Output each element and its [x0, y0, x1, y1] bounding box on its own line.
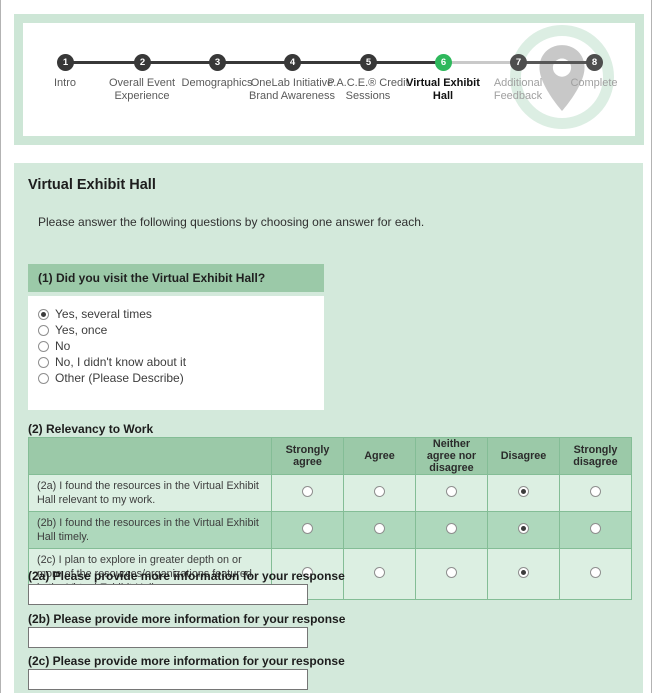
matrix-answer-cell[interactable]	[415, 511, 488, 549]
q1-option-label: Yes, once	[55, 323, 108, 337]
radio-button[interactable]	[590, 486, 601, 497]
pin-ring-decoration	[510, 25, 614, 129]
matrix-answer-cell[interactable]	[559, 511, 632, 549]
step-label-3: Demographics	[181, 77, 253, 89]
stepper-line-upcoming	[443, 61, 518, 64]
radio-button[interactable]	[374, 486, 385, 497]
step-circle-8[interactable]: 8	[586, 54, 603, 71]
radio-button[interactable]	[302, 567, 313, 578]
step-circle-2[interactable]: 2	[134, 54, 151, 71]
matrix-answer-cell[interactable]	[271, 511, 344, 549]
matrix-answer-cell[interactable]	[415, 474, 488, 512]
radio-button[interactable]	[590, 567, 601, 578]
radio-button[interactable]	[38, 324, 49, 336]
q1-option[interactable]: Other (Please Describe)	[38, 370, 324, 386]
q1-option[interactable]: Yes, once	[38, 322, 324, 338]
matrix-answer-cell[interactable]	[487, 548, 560, 600]
followup-input[interactable]	[28, 669, 308, 690]
matrix-column-header: Neither agree nor disagree	[415, 437, 488, 475]
page-edge-line-left	[0, 0, 1, 693]
radio-dot	[41, 311, 46, 317]
matrix-answer-cell[interactable]	[271, 474, 344, 512]
stepper-steps: 1 Intro 2 Overall Event Experience 3 Demograp…	[23, 23, 635, 136]
matrix-answer-cell[interactable]	[415, 548, 488, 600]
q1-option[interactable]: No	[38, 338, 324, 354]
matrix-column-header: Strongly agree	[271, 437, 344, 475]
q1-option-label: No	[55, 339, 71, 353]
q1-option-label: Other (Please Describe)	[55, 371, 184, 385]
radio-button[interactable]	[446, 523, 457, 534]
followup-input[interactable]	[28, 627, 308, 648]
step-circle-5[interactable]: 5	[360, 54, 377, 71]
step-label-1: Intro	[53, 77, 76, 89]
radio-button[interactable]	[374, 567, 385, 578]
step-label-8: Complete	[570, 77, 618, 89]
matrix-row-label: (2a) I found the resources in the Virtua…	[28, 474, 272, 512]
page-edge-line-right	[651, 0, 652, 693]
radio-button[interactable]	[38, 356, 49, 368]
radio-button[interactable]	[38, 340, 49, 352]
page-title: Virtual Exhibit Hall	[28, 177, 156, 193]
radio-button-selected[interactable]	[518, 567, 529, 578]
matrix-answer-cell[interactable]	[343, 548, 416, 600]
radio-button[interactable]	[446, 567, 457, 578]
step-label-6: Virtual Exhibit Hall	[406, 77, 480, 102]
radio-dot	[521, 570, 526, 575]
matrix-column-header: Disagree	[487, 437, 560, 475]
q1-option-label: Yes, several times	[55, 307, 152, 321]
followup-label: (2c) Please provide more information for…	[28, 654, 345, 668]
step-circle-6[interactable]: 6	[435, 54, 452, 71]
radio-button[interactable]	[590, 523, 601, 534]
matrix-column-header: Strongly disagree	[559, 437, 632, 475]
matrix-answer-cell[interactable]	[487, 474, 560, 512]
radio-button-selected[interactable]	[38, 308, 49, 320]
q1-option[interactable]: No, I didn't know about it	[38, 354, 324, 370]
q1-option-label: No, I didn't know about it	[55, 355, 187, 369]
radio-dot	[521, 489, 526, 494]
matrix-row-label: (2b) I found the resources in the Virtua…	[28, 511, 272, 549]
matrix-row: (2a) I found the resources in the Virtua…	[28, 474, 632, 512]
radio-dot	[521, 526, 526, 531]
step-circle-1[interactable]: 1	[57, 54, 74, 71]
step-label-7: Additional Feedback	[493, 77, 543, 102]
stepper-line-final	[518, 61, 594, 64]
question1-header: (1) Did you visit the Virtual Exhibit Ha…	[28, 264, 324, 292]
radio-button[interactable]	[302, 523, 313, 534]
matrix-answer-cell[interactable]	[343, 511, 416, 549]
q1-options: Yes, several times Yes, once No No, I didn'…	[28, 296, 324, 410]
matrix-answer-cell[interactable]	[559, 474, 632, 512]
radio-button-selected[interactable]	[518, 486, 529, 497]
stepper-line-completed	[65, 61, 443, 64]
q1-option[interactable]: Yes, several times	[38, 306, 324, 322]
radio-button[interactable]	[302, 486, 313, 497]
radio-button[interactable]	[38, 372, 49, 384]
matrix-corner-cell	[28, 437, 272, 475]
step-circle-3[interactable]: 3	[209, 54, 226, 71]
matrix-answer-cell[interactable]	[487, 511, 560, 549]
survey-panel: Virtual Exhibit Hall Please answer the f…	[14, 163, 643, 693]
question2-matrix-table: Strongly agree Agree Neither agree nor dis…	[28, 437, 632, 600]
progress-stepper-card: 1 Intro 2 Overall Event Experience 3 Demograp…	[14, 14, 644, 145]
radio-button[interactable]	[374, 523, 385, 534]
question2-title: (2) Relevancy to Work	[28, 422, 154, 436]
survey-instructions: Please answer the following questions by…	[38, 215, 425, 229]
matrix-answer-cell[interactable]	[343, 474, 416, 512]
step-circle-4[interactable]: 4	[284, 54, 301, 71]
followup-label: (2b) Please provide more information for…	[28, 612, 346, 626]
radio-button-selected[interactable]	[518, 523, 529, 534]
step-circle-7[interactable]: 7	[510, 54, 527, 71]
step-label-5: P.A.C.E.® Credit Sessions	[327, 77, 409, 102]
radio-button[interactable]	[446, 486, 457, 497]
step-label-2: Overall Event Experience	[108, 77, 176, 102]
matrix-row: (2b) I found the resources in the Virtua…	[28, 511, 632, 549]
step-label-4: OneLab Initiative Brand Awareness	[248, 77, 336, 102]
matrix-column-header: Agree	[343, 437, 416, 475]
followup-input[interactable]	[28, 584, 308, 605]
followup-label: (2a) Please provide more information for…	[28, 569, 345, 583]
matrix-answer-cell[interactable]	[559, 548, 632, 600]
